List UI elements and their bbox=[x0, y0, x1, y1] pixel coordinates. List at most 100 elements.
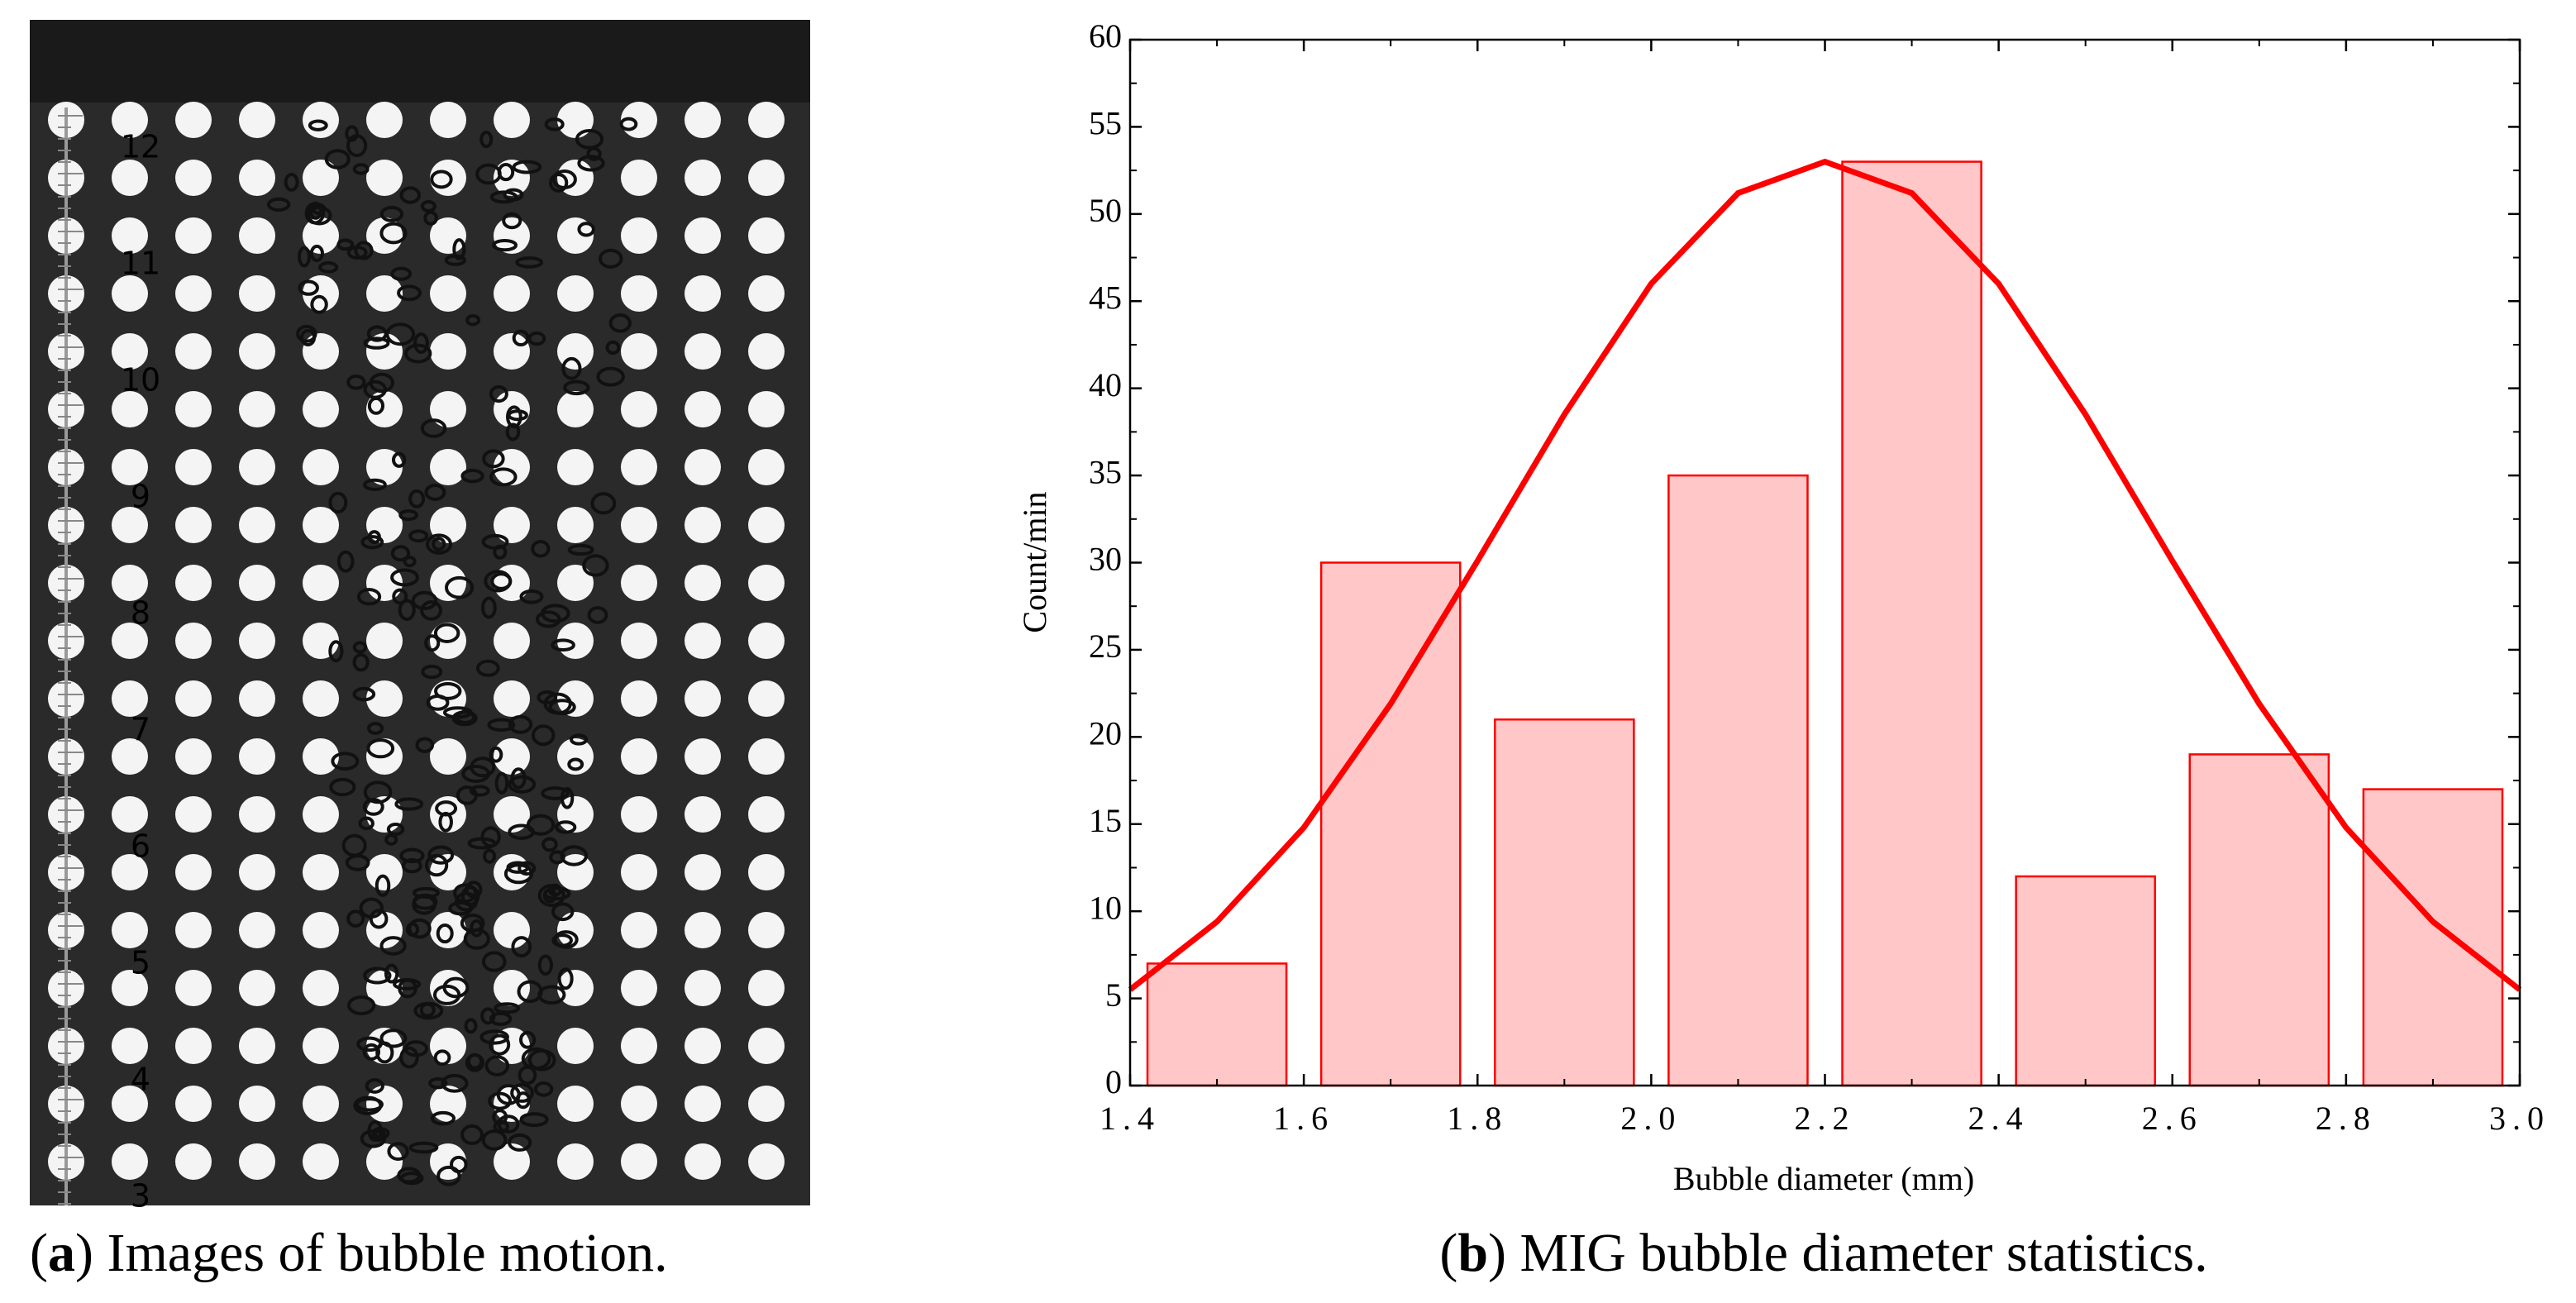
photo-background bbox=[30, 20, 810, 1205]
light-dot bbox=[175, 1086, 212, 1122]
bubble bbox=[481, 1129, 508, 1151]
light-dot bbox=[621, 1143, 657, 1180]
light-dot bbox=[303, 449, 339, 485]
bubble bbox=[465, 314, 481, 327]
bubble bbox=[512, 329, 530, 347]
bubble bbox=[497, 1114, 520, 1134]
bubble bbox=[331, 752, 360, 771]
ruler-label: 6 bbox=[131, 828, 150, 865]
bar bbox=[1667, 474, 1809, 1087]
bubble bbox=[367, 1119, 383, 1143]
light-dot bbox=[685, 738, 721, 775]
bubble bbox=[399, 1046, 419, 1069]
bubble bbox=[526, 814, 556, 836]
light-dot bbox=[685, 796, 721, 833]
bubble bbox=[398, 508, 419, 522]
bubble bbox=[399, 186, 421, 204]
light-dot bbox=[239, 796, 275, 833]
bubble bbox=[430, 1110, 456, 1126]
bubble bbox=[489, 746, 503, 763]
light-dot bbox=[685, 160, 721, 196]
light-dot bbox=[557, 217, 594, 254]
bubble bbox=[567, 543, 594, 556]
bubble bbox=[489, 384, 508, 403]
y-tick-label: 15 bbox=[1089, 802, 1122, 839]
light-dot bbox=[175, 333, 212, 370]
bubble bbox=[489, 1011, 513, 1026]
y-tick-label: 45 bbox=[1089, 279, 1122, 316]
light-dot bbox=[112, 912, 148, 948]
light-dot bbox=[239, 217, 275, 254]
bubble bbox=[413, 332, 429, 355]
light-dot bbox=[685, 275, 721, 312]
bubble bbox=[424, 853, 449, 877]
light-dot bbox=[112, 391, 148, 427]
ruler-label: 10 bbox=[121, 362, 160, 399]
bar bbox=[1494, 718, 1635, 1087]
bubble bbox=[423, 210, 438, 226]
light-dot bbox=[175, 565, 212, 601]
bar bbox=[1841, 160, 1982, 1087]
light-dot bbox=[557, 970, 594, 1006]
light-dot bbox=[621, 680, 657, 717]
bubble bbox=[366, 722, 384, 735]
bubble bbox=[506, 861, 530, 874]
light-dot bbox=[557, 912, 594, 948]
bubble bbox=[453, 883, 477, 904]
light-dot bbox=[430, 912, 466, 948]
bubble bbox=[433, 1049, 451, 1067]
ruler-label: 7 bbox=[131, 712, 150, 748]
bubble bbox=[420, 418, 447, 438]
light-dot bbox=[685, 507, 721, 543]
bubble bbox=[379, 205, 404, 222]
bubble bbox=[551, 902, 575, 922]
bubble bbox=[390, 266, 413, 281]
bubble bbox=[402, 858, 422, 874]
y-tick-label: 30 bbox=[1089, 541, 1122, 578]
y-tick-label: 25 bbox=[1089, 628, 1122, 665]
light-dot bbox=[303, 970, 339, 1006]
bubble bbox=[599, 248, 623, 269]
light-dot bbox=[685, 1086, 721, 1122]
bubble bbox=[360, 535, 384, 550]
bubble bbox=[494, 1002, 521, 1014]
bubble bbox=[479, 1029, 509, 1045]
bubble bbox=[426, 533, 453, 555]
bubble bbox=[575, 128, 604, 150]
light-dot bbox=[112, 565, 148, 601]
bubble bbox=[480, 1007, 496, 1025]
light-dot bbox=[748, 160, 785, 196]
bubble bbox=[392, 588, 408, 605]
light-dot bbox=[239, 333, 275, 370]
bubble bbox=[427, 845, 455, 865]
bubble bbox=[346, 134, 368, 158]
light-dot bbox=[685, 680, 721, 717]
bubble bbox=[297, 246, 312, 268]
light-dot bbox=[366, 854, 403, 890]
ruler-label: 8 bbox=[131, 595, 150, 632]
light-dot bbox=[430, 102, 466, 138]
light-dot bbox=[303, 507, 339, 543]
bubble bbox=[399, 847, 425, 864]
light-dot bbox=[557, 1143, 594, 1180]
bubble bbox=[336, 550, 355, 573]
light-dot bbox=[430, 970, 466, 1006]
bubble bbox=[420, 600, 442, 621]
bubble bbox=[492, 238, 518, 252]
light-dot bbox=[621, 160, 657, 196]
light-dot bbox=[366, 391, 403, 427]
bubble bbox=[511, 936, 532, 958]
light-dot bbox=[621, 391, 657, 427]
bubble bbox=[563, 379, 590, 396]
bubble bbox=[543, 886, 571, 901]
bubble bbox=[549, 173, 569, 193]
bubble bbox=[533, 1081, 554, 1097]
bubble bbox=[479, 130, 494, 149]
light-dot bbox=[239, 449, 275, 485]
light-dot bbox=[175, 623, 212, 659]
x-tick-label: 1.4 bbox=[1100, 1100, 1161, 1137]
light-dot bbox=[748, 854, 785, 890]
bubble bbox=[324, 149, 351, 169]
light-dot bbox=[430, 1028, 466, 1064]
light-dot bbox=[112, 1086, 148, 1122]
